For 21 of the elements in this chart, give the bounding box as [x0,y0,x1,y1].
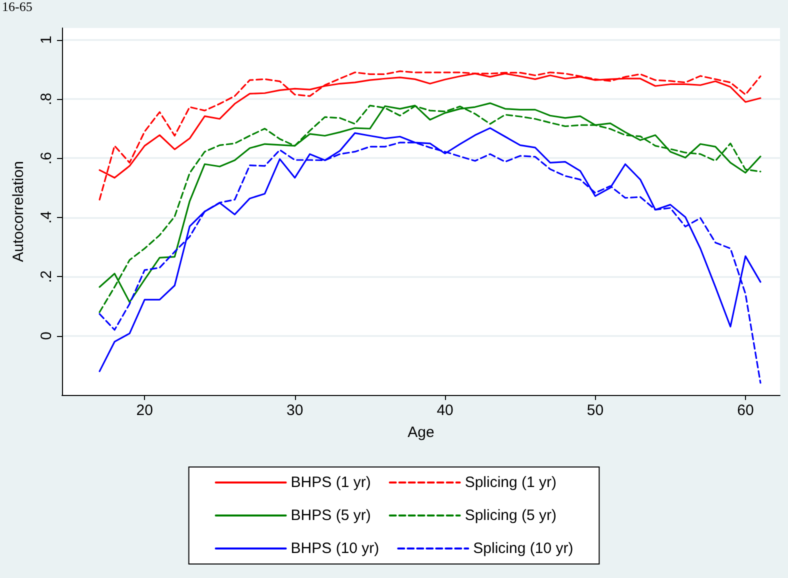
y-tick-label: .6 [38,152,55,164]
x-axis-title: Age [408,424,434,441]
y-tick-label: .4 [38,211,55,224]
y-axis-title: Autocorrelation [10,161,27,262]
legend-label: BHPS (10 yr) [290,540,380,557]
x-tick-label: 30 [286,402,304,419]
legend-label: BHPS (1 yr) [290,474,371,491]
x-tick-label: 20 [136,402,153,419]
legend-label: Splicing (5 yr) [464,507,557,524]
legend-label: BHPS (5 yr) [290,507,371,524]
legend-label: Splicing (1 yr) [464,474,557,491]
x-tick-label: 50 [586,402,604,419]
y-tick-label: 1 [38,36,55,44]
y-tick-label: .8 [38,92,55,106]
y-tick-label: 0 [38,332,55,340]
line-series [98,70,762,200]
text: 16-65 [2,0,32,14]
legend-label: Splicing (10 yr) [473,540,574,557]
y-tick-label: .2 [38,270,55,283]
x-tick-label: 60 [737,402,754,419]
x-tick-label: 40 [436,402,454,419]
